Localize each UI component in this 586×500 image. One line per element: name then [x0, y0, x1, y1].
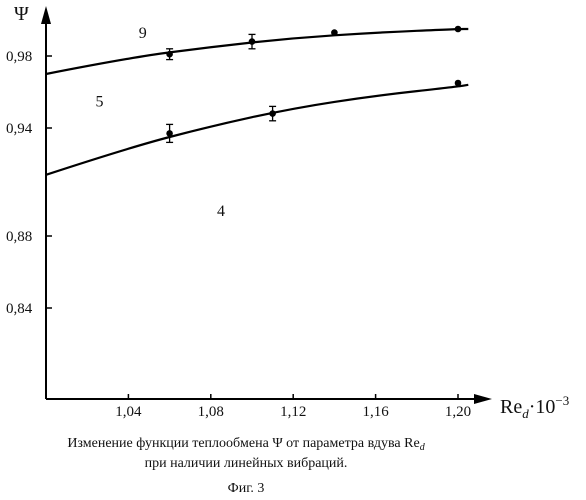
data-points [166, 26, 461, 143]
fit-curve-1 [46, 29, 468, 74]
y-axis-label: Ψ [14, 3, 29, 25]
x-axis-label-exponent: −3 [555, 393, 569, 408]
data-point-series-1 [455, 26, 462, 33]
x-tick-label: 1,08 [198, 404, 224, 420]
caption-line-2: при наличии линейных вибраций. [145, 456, 348, 471]
data-point-series-2 [166, 130, 173, 137]
x-tick-label: 1,04 [115, 404, 142, 420]
curve-label: 4 [217, 203, 225, 220]
curve-label: 9 [139, 25, 147, 42]
x-axis-arrow [474, 394, 492, 404]
figure-number: Фиг. 3 [228, 481, 265, 496]
x-ticks: 1,04 1,08 1,12 1,16 1,20 [115, 394, 471, 420]
x-tick-label: 1,16 [362, 404, 389, 420]
x-tick-label: 1,12 [280, 404, 306, 420]
y-axis-arrow [41, 6, 51, 24]
y-tick-label: 0,84 [6, 301, 33, 317]
fit-curve-2 [46, 85, 468, 175]
curve-label: 5 [95, 93, 103, 110]
x-tick-label: 1,20 [445, 404, 471, 420]
y-tick-label: 0,88 [6, 229, 32, 245]
y-tick-label: 0,98 [6, 49, 32, 65]
data-point-series-2 [455, 80, 462, 87]
axes [41, 6, 492, 404]
x-axis-label: Red·10−3 [500, 393, 569, 421]
fit-curves [46, 29, 468, 175]
caption-line-1: Изменение функции теплообмена Ψ от парам… [67, 436, 425, 453]
caption: Изменение функции теплообмена Ψ от парам… [67, 436, 425, 496]
data-point-series-1 [331, 29, 338, 36]
data-point-series-1 [166, 51, 173, 58]
data-point-series-1 [249, 38, 256, 45]
data-point-series-2 [269, 110, 276, 117]
y-tick-label: 0,94 [6, 121, 33, 137]
